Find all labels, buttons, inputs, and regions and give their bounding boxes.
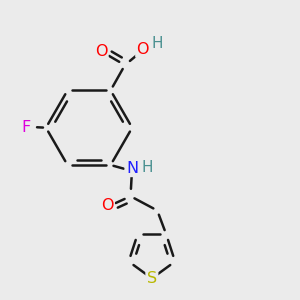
Text: F: F bbox=[21, 120, 30, 135]
Text: O: O bbox=[101, 198, 114, 213]
Text: S: S bbox=[147, 271, 157, 286]
Text: O: O bbox=[136, 42, 149, 57]
Text: O: O bbox=[95, 44, 107, 59]
Text: O: O bbox=[136, 42, 149, 57]
Text: H: H bbox=[142, 160, 153, 175]
Text: N: N bbox=[126, 161, 138, 176]
Text: S: S bbox=[146, 271, 158, 286]
Text: O: O bbox=[100, 198, 114, 213]
Text: H: H bbox=[151, 36, 163, 51]
Text: F: F bbox=[20, 120, 31, 135]
Text: H: H bbox=[151, 36, 164, 51]
Text: H: H bbox=[141, 160, 154, 175]
Text: N: N bbox=[125, 161, 139, 176]
Text: O: O bbox=[94, 44, 108, 59]
